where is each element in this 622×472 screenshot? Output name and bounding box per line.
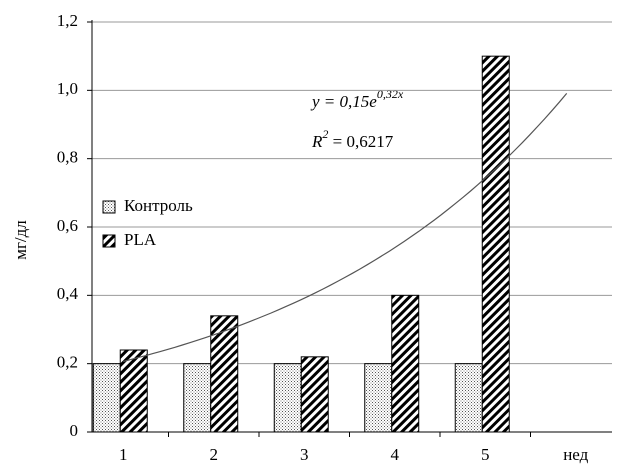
r-exponent: 2	[322, 127, 328, 141]
bar	[92, 363, 121, 433]
y-tick-label: 1,0	[57, 79, 78, 98]
bar	[391, 294, 420, 433]
equation-text: y = 0,15e	[310, 92, 377, 111]
x-tick-label: 4	[391, 445, 400, 464]
x-tick-label: 3	[300, 445, 309, 464]
legend-swatch	[102, 234, 116, 248]
x-tick-label: 5	[481, 445, 490, 464]
y-tick-label: 0,4	[57, 284, 79, 303]
bar	[183, 363, 212, 433]
y-tick-label: 0,8	[57, 148, 78, 167]
x-axis-label: нед	[563, 445, 588, 464]
bar	[273, 363, 302, 433]
r-text: R	[311, 132, 323, 151]
y-axis-label: мг/дл	[11, 220, 30, 260]
y-tick-label: 0,6	[57, 216, 78, 235]
y-tick-label: 0,2	[57, 353, 78, 372]
x-tick-label: 1	[119, 445, 128, 464]
bar	[210, 315, 239, 433]
legend-swatch	[102, 200, 116, 214]
bar	[300, 356, 329, 433]
x-tick-label: 2	[210, 445, 219, 464]
equation-exponent: 0,32x	[377, 87, 404, 101]
bar	[481, 55, 510, 433]
bar	[454, 363, 483, 433]
r-squared: R2 = 0,6217	[311, 127, 394, 151]
y-tick-label: 1,2	[57, 11, 78, 30]
bar	[119, 349, 148, 433]
bar	[364, 363, 393, 433]
trendline	[123, 93, 568, 362]
y-tick-label: 0	[70, 421, 79, 440]
legend-label: Контроль	[124, 196, 193, 215]
legend-label: PLA	[124, 230, 157, 249]
r-value: = 0,6217	[328, 132, 393, 151]
